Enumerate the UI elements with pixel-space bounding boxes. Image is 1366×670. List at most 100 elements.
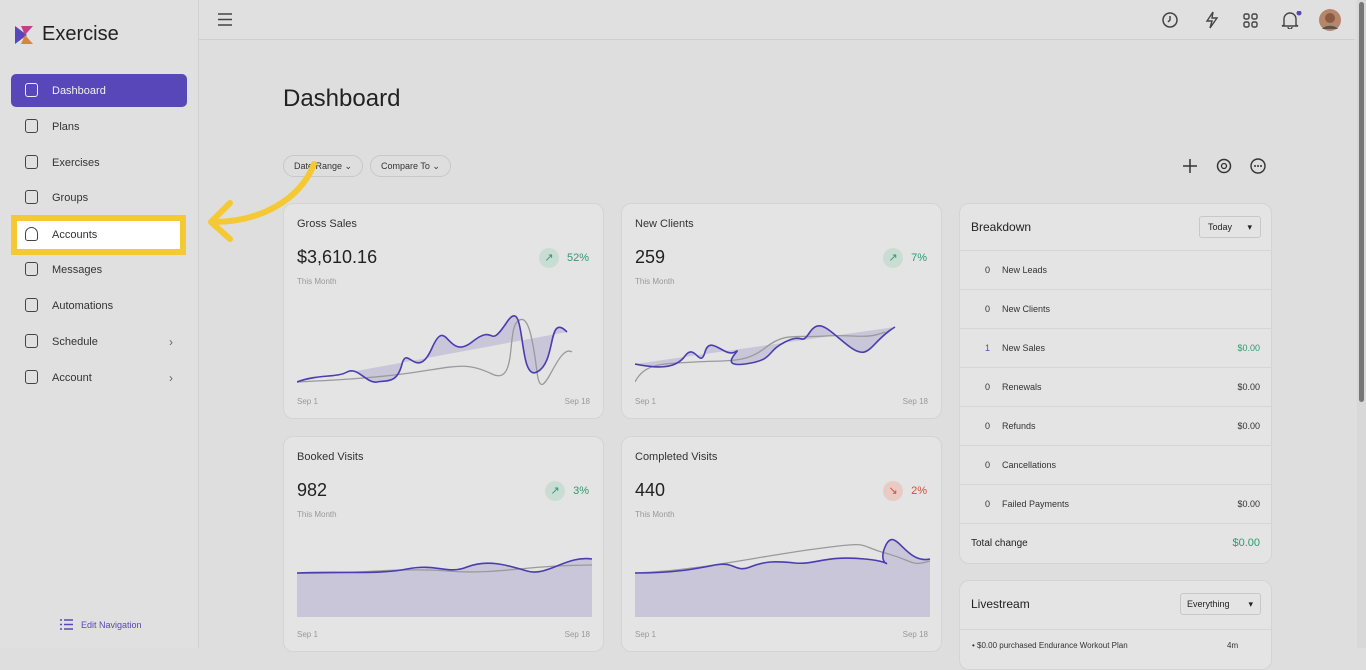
breakdown-title: Breakdown xyxy=(971,220,1032,234)
sparkline-path xyxy=(635,325,895,367)
nav-label: Automations xyxy=(52,299,114,312)
row-amount: $0.00 xyxy=(1237,499,1260,509)
sparkline-path xyxy=(297,557,593,574)
sparkline-path xyxy=(635,331,886,383)
nav-item[interactable]: Schedule › xyxy=(11,325,187,358)
row-label: Refunds xyxy=(1002,421,1036,431)
nav-item[interactable]: Accounts xyxy=(13,217,184,253)
nav-item[interactable]: Account › xyxy=(11,361,187,394)
nav-icon xyxy=(25,262,38,276)
livestream-title: Livestream xyxy=(971,597,1030,611)
filter-select[interactable]: Everything ▾ xyxy=(1180,593,1261,615)
sparkline xyxy=(635,538,931,617)
filter-label: Compare To xyxy=(381,161,430,171)
card-value: $3,610.16 xyxy=(297,247,378,267)
nav-icon xyxy=(25,334,38,348)
row-label: Renewals xyxy=(1002,382,1042,392)
period-label: This Month xyxy=(635,277,675,286)
change-value: 2% xyxy=(911,485,927,497)
nav-icon xyxy=(25,190,38,204)
sparkline-path xyxy=(635,539,930,617)
trend-icon: ↗ xyxy=(545,481,566,501)
row-count: 0 xyxy=(985,304,991,314)
list-icon xyxy=(60,619,73,630)
period: This Month xyxy=(635,277,675,286)
trend-icon: ↘ xyxy=(883,481,904,501)
page-actions xyxy=(1183,158,1266,174)
chevron: › xyxy=(169,370,173,385)
trend-icon: ↗ xyxy=(538,248,559,268)
nav-label: Plans xyxy=(52,120,80,133)
stream-item: • $0.00 purchased Endurance Workout Plan xyxy=(972,641,1128,650)
start-date: Sep 1 xyxy=(297,397,318,406)
breakdown-row: 0 Renewals $0.00 xyxy=(960,367,1272,406)
nav-icon xyxy=(25,227,38,241)
separator xyxy=(960,523,1271,524)
start-date: Sep 1 xyxy=(635,397,656,406)
row-count: 0 xyxy=(985,421,991,431)
nav-label: Schedule xyxy=(52,335,98,348)
card-title: Booked Visits xyxy=(297,451,364,463)
breakdown-row: 1 New Sales $0.00 xyxy=(960,328,1272,367)
sparkline-path xyxy=(635,325,896,368)
metric-card: Booked Visits 982 ↗ 3% This Month Sep 1 Sep 18 xyxy=(283,436,604,652)
filter-label: Date Range xyxy=(294,161,343,171)
change-value: 52% xyxy=(566,252,589,264)
breakdown-row: 0 New Leads xyxy=(960,250,1272,289)
metric-card: Completed Visits 440 ↘ 2% This Month Sep 1 Sep… xyxy=(621,436,942,652)
sparkline-path xyxy=(297,315,568,383)
row-count: 1 xyxy=(985,343,991,353)
sparkline-path xyxy=(635,538,931,574)
date-range-filter[interactable]: Date Range ⌄ xyxy=(283,155,364,177)
top-bar xyxy=(199,0,1355,40)
row-label: New Leads xyxy=(1002,265,1048,275)
end-date: Sep 18 xyxy=(564,630,590,639)
end-date: Sep 18 xyxy=(902,630,928,639)
nav-label: Messages xyxy=(52,263,103,276)
period: This Month xyxy=(297,510,337,519)
nav-icon xyxy=(25,83,38,97)
change-value: 3% xyxy=(573,485,589,497)
card-value: 259 xyxy=(635,247,666,267)
chevron: › xyxy=(169,334,173,349)
edit-navigation[interactable]: Edit Navigation xyxy=(60,619,142,630)
compare-filter[interactable]: Compare To ⌄ xyxy=(370,155,451,177)
nav-item[interactable]: Dashboard xyxy=(11,74,187,107)
end-date: Sep 18 xyxy=(902,397,928,406)
breakdown-row: 0 New Clients xyxy=(960,289,1272,328)
row-label: Cancellations xyxy=(1002,460,1057,470)
nav-label: Dashboard xyxy=(52,84,106,97)
row-amount: $0.00 xyxy=(1237,343,1260,353)
avatar[interactable] xyxy=(1319,9,1341,31)
row-label: Failed Payments xyxy=(1002,499,1070,509)
period-select[interactable]: Today ▾ xyxy=(1199,216,1261,238)
nav-icon xyxy=(25,155,38,169)
row-label: New Clients xyxy=(1002,304,1051,314)
breakdown-row: 0 Refunds $0.00 xyxy=(960,406,1272,445)
card-value: 982 xyxy=(297,480,328,500)
menu-icon[interactable] xyxy=(218,13,232,26)
breakdown-row: 0 Failed Payments $0.00 xyxy=(960,484,1272,523)
card-title: Gross Sales xyxy=(297,218,357,230)
breakdown-card: Breakdown Today ▾ Total change $0.00 0 New… xyxy=(959,203,1272,564)
nav-item[interactable]: Groups xyxy=(11,181,187,214)
stream-time: 4m xyxy=(1227,641,1239,650)
row-count: 0 xyxy=(985,460,991,470)
edit-navigation-label: Edit Navigation xyxy=(81,619,142,630)
change-badge: ↗ 52% xyxy=(538,248,589,268)
brand: Exercise xyxy=(42,23,119,45)
nav-item[interactable]: Messages xyxy=(11,253,187,286)
nav-item[interactable]: Exercises xyxy=(11,146,187,179)
breakdown-row: 0 Cancellations xyxy=(960,445,1272,484)
nav-item[interactable]: Automations xyxy=(11,289,187,322)
total-value: $0.00 xyxy=(1232,537,1260,549)
sparkline xyxy=(297,315,573,385)
stream-text: $0.00 purchased Endurance Workout Plan xyxy=(977,641,1128,650)
nav-icon xyxy=(25,119,38,133)
sparkline xyxy=(635,325,896,383)
nav-item[interactable]: Plans xyxy=(11,110,187,143)
nav-label: Groups xyxy=(52,191,89,204)
row-count: 0 xyxy=(985,265,991,275)
nav-label: Account xyxy=(52,371,92,384)
row-count: 0 xyxy=(985,499,991,509)
